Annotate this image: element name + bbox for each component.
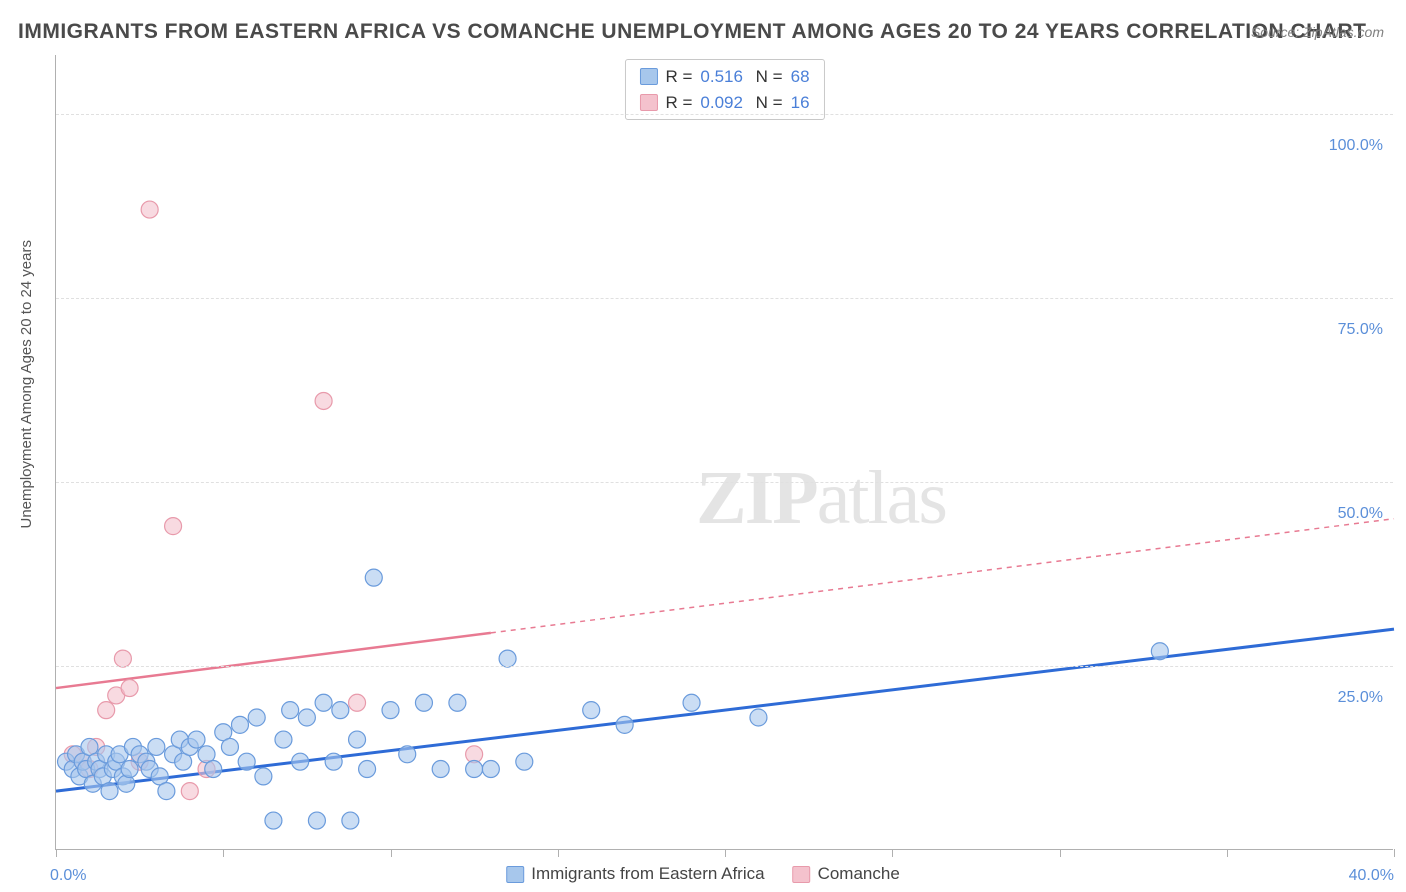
scatter-point [315, 392, 332, 409]
x-tick [1060, 849, 1061, 857]
gridline-h [56, 482, 1393, 483]
swatch-blue [506, 866, 524, 883]
x-tick [1227, 849, 1228, 857]
scatter-point [141, 201, 158, 218]
scatter-point [332, 702, 349, 719]
x-tick [1394, 849, 1395, 857]
series-legend: Immigrants from Eastern Africa Comanche [506, 864, 900, 884]
scatter-point [616, 716, 633, 733]
scatter-point [349, 694, 366, 711]
scatter-point [248, 709, 265, 726]
scatter-point [349, 731, 366, 748]
x-axis-min-label: 0.0% [50, 867, 86, 885]
scatter-point [255, 768, 272, 785]
scatter-point [265, 812, 282, 829]
scatter-point [221, 738, 238, 755]
x-tick [892, 849, 893, 857]
scatter-point [205, 761, 222, 778]
x-tick [391, 849, 392, 857]
source-attribution: Source: ZipAtlas.com [1251, 24, 1384, 40]
scatter-point [1151, 643, 1168, 660]
swatch-pink [793, 866, 811, 883]
scatter-point [114, 650, 131, 667]
scatter-point [750, 709, 767, 726]
scatter-point [399, 746, 416, 763]
scatter-point [118, 775, 135, 792]
scatter-point [101, 783, 118, 800]
chart-container: IMMIGRANTS FROM EASTERN AFRICA VS COMANC… [0, 0, 1406, 892]
y-tick-label: 50.0% [1338, 505, 1383, 523]
scatter-point [275, 731, 292, 748]
scatter-point [121, 761, 138, 778]
scatter-point [342, 812, 359, 829]
scatter-point [181, 783, 198, 800]
trendline-comanche-dashed [491, 519, 1394, 633]
scatter-point [449, 694, 466, 711]
legend-item-series-a: Immigrants from Eastern Africa [506, 864, 764, 884]
scatter-point [583, 702, 600, 719]
scatter-point [121, 680, 138, 697]
gridline-h [56, 114, 1393, 115]
scatter-plot-svg [56, 55, 1393, 849]
scatter-point [282, 702, 299, 719]
x-tick [725, 849, 726, 857]
scatter-point [238, 753, 255, 770]
plot-area: ZIPatlas R = 0.516 N = 68 R = 0.092 N = … [55, 55, 1393, 850]
x-tick [56, 849, 57, 857]
scatter-point [188, 731, 205, 748]
x-tick [558, 849, 559, 857]
scatter-point [325, 753, 342, 770]
scatter-point [482, 761, 499, 778]
scatter-point [231, 716, 248, 733]
scatter-point [148, 738, 165, 755]
scatter-point [382, 702, 399, 719]
legend-item-series-b: Comanche [793, 864, 900, 884]
gridline-h [56, 298, 1393, 299]
scatter-point [466, 761, 483, 778]
y-tick-label: 100.0% [1329, 137, 1383, 155]
scatter-point [359, 761, 376, 778]
gridline-h [56, 666, 1393, 667]
x-axis-max-label: 40.0% [1349, 867, 1394, 885]
scatter-point [315, 694, 332, 711]
scatter-point [165, 518, 182, 535]
y-tick-label: 25.0% [1338, 689, 1383, 707]
scatter-point [298, 709, 315, 726]
scatter-point [516, 753, 533, 770]
y-axis-label: Unemployment Among Ages 20 to 24 years [18, 240, 35, 529]
scatter-point [292, 753, 309, 770]
scatter-point [415, 694, 432, 711]
chart-title: IMMIGRANTS FROM EASTERN AFRICA VS COMANC… [18, 20, 1366, 44]
scatter-point [308, 812, 325, 829]
scatter-point [499, 650, 516, 667]
legend-label-a: Immigrants from Eastern Africa [531, 864, 764, 884]
scatter-point [158, 783, 175, 800]
scatter-point [365, 569, 382, 586]
scatter-point [98, 702, 115, 719]
scatter-point [683, 694, 700, 711]
x-tick [223, 849, 224, 857]
legend-label-b: Comanche [818, 864, 900, 884]
scatter-point [432, 761, 449, 778]
y-tick-label: 75.0% [1338, 321, 1383, 339]
